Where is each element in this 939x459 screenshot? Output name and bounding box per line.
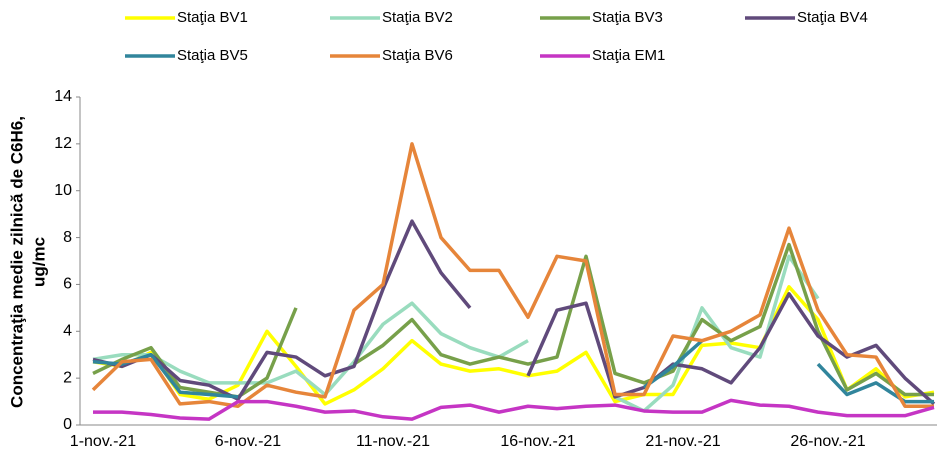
- y-tick-label: 14: [54, 88, 72, 105]
- legend-label: Staţia BV5: [177, 47, 248, 64]
- y-tick-label: 6: [63, 276, 72, 293]
- series-line: [92, 339, 934, 404]
- y-tick-label: 2: [63, 369, 72, 386]
- legend-label: Staţia BV4: [797, 9, 868, 26]
- y-tick-label: 8: [63, 229, 72, 246]
- x-tick-label: 26-nov.-21: [790, 433, 865, 450]
- series-line: [91, 142, 934, 409]
- x-tick-label: 16-nov.-21: [500, 433, 575, 450]
- x-tick-label: 6-nov.-21: [215, 433, 282, 450]
- y-tick-label: 12: [54, 135, 72, 152]
- legend-label: Staţia EM1: [592, 47, 665, 64]
- series-line: [92, 219, 936, 406]
- y-axis-label: ug/mc: [29, 237, 48, 287]
- legend-label: Staţia BV6: [382, 47, 453, 64]
- y-tick-label: 10: [54, 182, 72, 199]
- series-line: [92, 285, 935, 406]
- x-tick-label: 1-nov.-21: [70, 433, 137, 450]
- series-line: [93, 398, 935, 421]
- y-axis-label: Concentraţia medie zilnică de C6H6,: [7, 116, 26, 408]
- x-tick-label: 21-nov.-21: [645, 433, 720, 450]
- series-line: [92, 242, 934, 399]
- y-tick-label: 0: [63, 416, 72, 433]
- y-tick-label: 4: [63, 323, 72, 340]
- legend-label: Staţia BV1: [177, 9, 248, 26]
- legend-label: Staţia BV2: [382, 9, 453, 26]
- legend-label: Staţia BV3: [592, 9, 663, 26]
- series-line: [92, 254, 820, 413]
- x-tick-label: 11-nov.-21: [356, 433, 430, 450]
